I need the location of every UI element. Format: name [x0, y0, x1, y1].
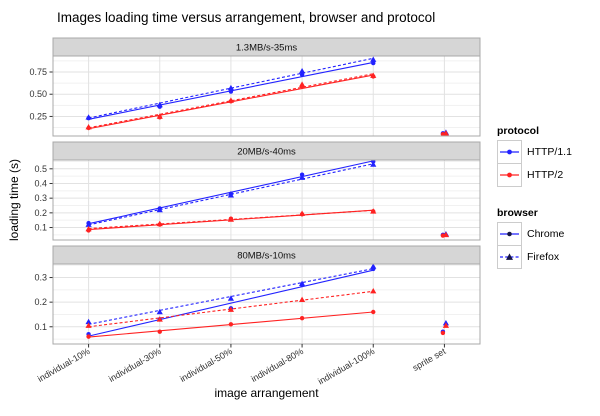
series-line: [88, 57, 374, 119]
y-tick-label: 0.25: [29, 111, 47, 121]
data-point: [227, 84, 235, 91]
data-point: [370, 161, 377, 167]
data-point: [442, 130, 450, 136]
data-point: [85, 225, 92, 232]
legend-item-firefox: Firefox: [497, 245, 572, 269]
data-point: [442, 231, 450, 238]
data-point: [156, 206, 163, 213]
firefox-key-icon: [497, 245, 522, 269]
chart-title: Images loading time versus arrangement, …: [57, 10, 436, 25]
http2-key-icon: [497, 163, 522, 187]
legend-label-http11: HTTP/1.1: [527, 146, 572, 158]
data-point: [227, 306, 235, 312]
data-point: [156, 101, 163, 108]
legend-item-http11: HTTP/1.1: [497, 140, 572, 164]
facet-strip-label: 80MB/s-10ms: [237, 251, 296, 262]
x-tick-label: sprite set: [411, 346, 448, 373]
y-tick-label: 0.1: [34, 223, 47, 233]
y-tick-label: 0.75: [29, 67, 47, 77]
data-point: [370, 287, 377, 294]
http11-key-icon: [497, 140, 522, 164]
data-point: [156, 220, 163, 227]
legend-label-http2: HTTP/2: [527, 169, 564, 181]
y-tick-label: 0.2: [34, 297, 47, 307]
x-tick-label: individual-30%: [107, 346, 163, 384]
data-point: [85, 322, 92, 328]
legend-label-chrome: Chrome: [527, 228, 565, 240]
y-tick-label: 0.4: [34, 178, 47, 188]
y-tick-label: 0.5: [34, 164, 47, 174]
x-axis-title: image arrangement: [214, 386, 319, 400]
panel-background: [53, 264, 480, 344]
data-point: [85, 318, 92, 325]
data-point: [370, 72, 377, 78]
legend-title-browser: browser: [497, 207, 538, 219]
data-point: [227, 97, 235, 103]
data-point: [86, 334, 91, 339]
series-line: [88, 290, 374, 328]
legend-group-protocol: protocol HTTP/1.1 HTTP/2: [497, 125, 572, 187]
data-point: [228, 322, 234, 327]
facet-strip-label: 20MB/s-40ms: [237, 147, 296, 158]
data-point: [298, 280, 306, 286]
data-point: [298, 210, 306, 216]
data-point: [85, 124, 92, 130]
data-point: [227, 192, 235, 198]
x-tick-label: individual-80%: [249, 346, 305, 384]
legend-group-browser: browser Chrome Firefox: [497, 207, 572, 269]
data-point: [299, 72, 305, 77]
facet-strip-label: 1.3MB/s-35ms: [236, 43, 297, 54]
legend-title-protocol: protocol: [497, 125, 539, 137]
legend: protocol HTTP/1.1 HTTP/2 browser: [497, 125, 572, 269]
data-point: [440, 330, 446, 336]
data-point: [156, 316, 163, 322]
data-point: [156, 113, 163, 119]
data-point: [298, 81, 306, 87]
facet-strip: [52, 37, 481, 57]
x-tick-label: individual-50%: [178, 346, 234, 384]
legend-label-firefox: Firefox: [527, 251, 560, 263]
data-point: [157, 329, 162, 334]
data-point: [299, 315, 305, 321]
data-point: [370, 263, 377, 269]
data-point: [85, 114, 92, 120]
y-tick-label: 0.2: [34, 208, 47, 218]
series-line: [88, 269, 374, 337]
facet-strip: [52, 141, 481, 161]
y-tick-label: 0.50: [29, 89, 47, 99]
data-point: [298, 68, 306, 74]
data-point: [227, 295, 235, 301]
data-point: [156, 308, 163, 315]
x-tick-label: individual-100%: [316, 346, 376, 386]
data-point: [227, 216, 235, 222]
data-point: [371, 309, 376, 315]
chrome-key-icon: [497, 222, 522, 246]
data-point: [371, 60, 376, 66]
series-line: [88, 73, 374, 129]
data-point: [85, 221, 92, 227]
legend-item-http2: HTTP/2: [497, 163, 572, 187]
data-point: [442, 322, 450, 328]
y-tick-label: 0.3: [34, 193, 47, 203]
data-point: [370, 56, 377, 62]
panel-background: [53, 56, 480, 136]
data-point: [298, 174, 306, 180]
series-line: [88, 163, 374, 226]
y-tick-label: 0.1: [34, 322, 47, 332]
data-point: [228, 89, 234, 94]
x-tick-label: individual-10%: [36, 346, 92, 384]
y-tick-label: 0.3: [34, 273, 47, 283]
series-line: [88, 268, 374, 325]
data-point: [370, 208, 377, 214]
facet-strip: [52, 245, 481, 265]
legend-item-chrome: Chrome: [497, 222, 572, 246]
data-point: [298, 296, 306, 302]
